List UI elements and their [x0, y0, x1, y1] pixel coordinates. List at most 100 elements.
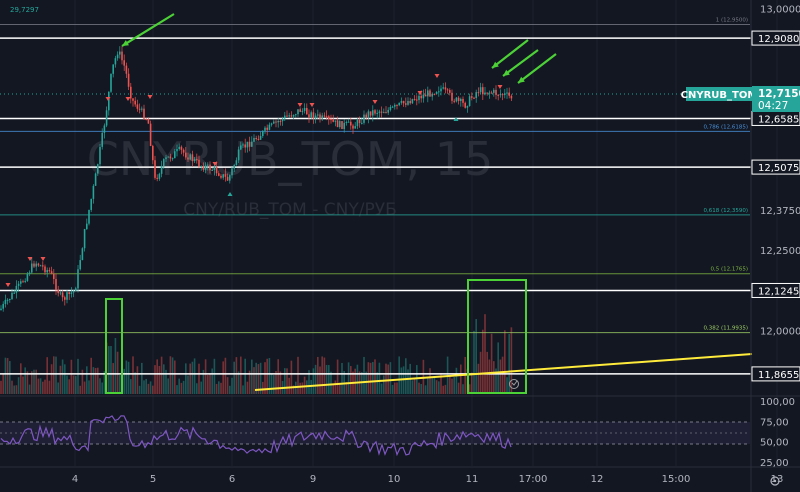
- annotation-arrows: [121, 13, 557, 84]
- volume-bar: [303, 376, 306, 394]
- volume-bar: [270, 373, 273, 394]
- volume-bar: [323, 357, 326, 394]
- volume-bar: [339, 382, 341, 394]
- candle-body: [363, 114, 365, 123]
- candle-body: [125, 65, 128, 74]
- candle-body: [380, 111, 383, 113]
- volume-bar: [433, 376, 436, 394]
- candle-body: [4, 299, 7, 304]
- candle-body: [372, 110, 374, 116]
- volume-bar: [2, 373, 4, 394]
- candle-body: [477, 92, 480, 94]
- candle-body: [442, 87, 444, 89]
- rsi-axis[interactable]: 100,00 75,00 50,00 25,00: [760, 397, 795, 469]
- candle-body: [460, 98, 462, 101]
- volume-bar: [174, 360, 176, 394]
- candle-body: [158, 173, 161, 179]
- candle-body: [508, 92, 510, 96]
- sell-signal-marker: [27, 257, 33, 261]
- level-labels: 12,9080 12,6585 12,5075 12,1245 11,8655: [751, 30, 800, 382]
- volume-bar: [101, 382, 103, 394]
- candle-body: [35, 263, 37, 267]
- candle-body: [292, 115, 295, 117]
- volume-bar: [185, 363, 187, 394]
- annotation-arrow: [121, 13, 175, 47]
- volume-bar: [471, 372, 473, 394]
- volume-bar: [189, 363, 191, 394]
- sell-signal-marker: [497, 85, 503, 89]
- last-price-symbol: CNYRUB_TOM: [681, 90, 758, 101]
- candle-body: [68, 292, 70, 294]
- candle-body: [72, 290, 75, 293]
- settings-icon[interactable]: [770, 476, 780, 486]
- arrow-head: [122, 40, 129, 46]
- time-tick-label: 11: [466, 474, 479, 485]
- candle-body: [134, 100, 136, 105]
- candle-body: [147, 119, 150, 124]
- candle-body: [207, 164, 209, 166]
- candle-body: [222, 174, 224, 178]
- sell-signal-marker: [105, 97, 111, 101]
- volume-bar: [275, 370, 277, 394]
- volume-bar: [391, 384, 394, 394]
- candle-body: [200, 166, 202, 168]
- candle-body: [132, 98, 134, 101]
- candle-body: [268, 124, 271, 130]
- volume-bar: [75, 376, 77, 394]
- candle-body: [127, 73, 130, 87]
- candle-body: [387, 109, 389, 113]
- volume-bar: [213, 358, 216, 394]
- volume-bar: [4, 357, 7, 394]
- volume-bar: [209, 373, 211, 394]
- candle-body: [264, 127, 266, 131]
- candle-body: [301, 110, 304, 112]
- candle-body: [391, 106, 394, 108]
- symbol-watermark: CNYRUB_TOM, 15 CNY/RUB_TOM - CNY/РУБ: [87, 132, 494, 220]
- candle-body: [108, 91, 110, 111]
- candle-body: [171, 158, 174, 160]
- volume-bar: [182, 380, 185, 394]
- candle-body: [174, 151, 176, 159]
- candle-body: [407, 101, 409, 105]
- candle-body: [358, 119, 361, 124]
- candle-body: [28, 272, 31, 275]
- volume-bar: [504, 330, 506, 394]
- volume-bar: [224, 357, 227, 394]
- level-label: 12,6585: [758, 114, 799, 125]
- replay-icon[interactable]: [509, 379, 519, 389]
- volume-bar: [237, 371, 240, 394]
- volume-bar: [462, 384, 464, 394]
- candle-body: [110, 73, 112, 92]
- level-label-box: [751, 30, 800, 46]
- fib-level-label: 0,786 (12,6185): [703, 124, 748, 130]
- volume-bar: [231, 377, 233, 394]
- time-tick-label: 10: [388, 474, 401, 485]
- candle-body: [242, 144, 244, 146]
- candle-body: [284, 115, 286, 119]
- volume-bars: [0, 314, 513, 394]
- volume-bar: [83, 381, 86, 394]
- volume-bar: [354, 368, 356, 394]
- volume-bar: [97, 367, 99, 394]
- fib-level-label: 0,5 (12,1765): [710, 267, 748, 273]
- volume-bar: [55, 356, 57, 394]
- volume-bar: [321, 356, 323, 394]
- volume-bar: [42, 381, 44, 394]
- volume-bar: [451, 378, 453, 394]
- volume-bar: [418, 382, 420, 394]
- volume-bar: [473, 330, 475, 394]
- candle-body: [394, 104, 396, 107]
- candle-body: [416, 99, 418, 101]
- candle-body: [154, 160, 156, 178]
- volume-bar: [376, 372, 378, 394]
- volume-bar: [66, 375, 68, 394]
- candle-body: [121, 51, 123, 61]
- volume-bar: [244, 358, 246, 394]
- volume-bar: [435, 380, 438, 394]
- time-axis[interactable]: 4 5 6 9 10 11 17:00 12 15:00 13: [72, 474, 784, 485]
- candle-body: [55, 279, 57, 290]
- candle-body: [101, 132, 103, 147]
- candle-body: [57, 289, 59, 294]
- annotation-arrow: [517, 53, 557, 84]
